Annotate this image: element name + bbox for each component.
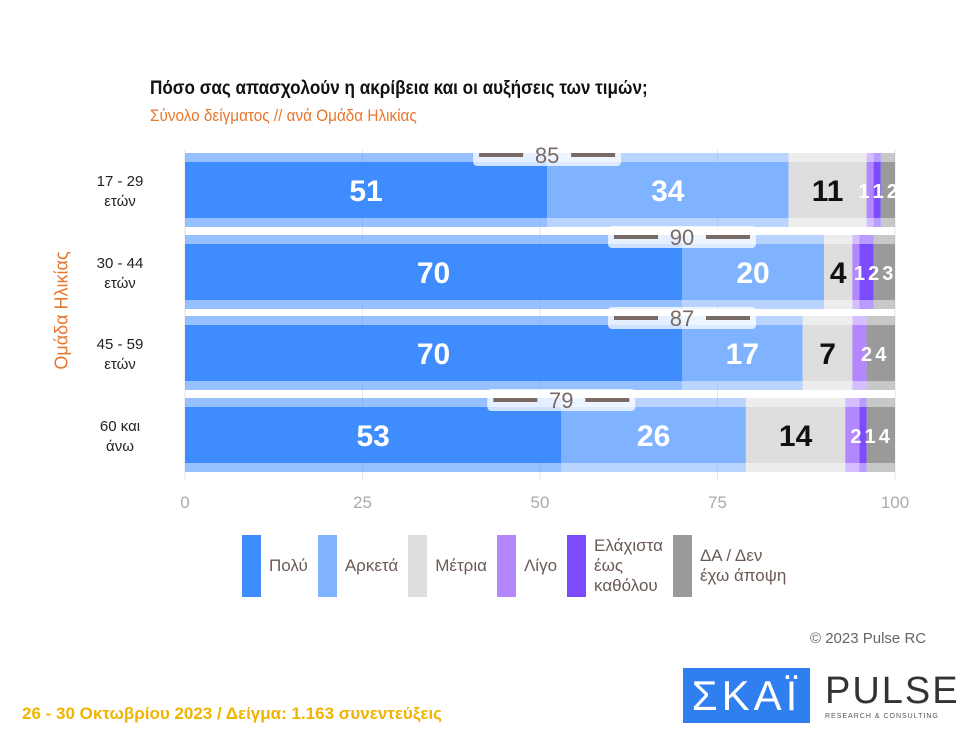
data-label: 70 bbox=[417, 257, 450, 290]
skai-logo: ΣΚΑΪ bbox=[683, 668, 810, 723]
legend-label: Αρκετά bbox=[344, 556, 399, 575]
data-label: 26 bbox=[637, 420, 670, 453]
bar-segment bbox=[824, 244, 853, 300]
bar-segment bbox=[859, 244, 874, 300]
bar-segment bbox=[788, 162, 867, 218]
bar-segment bbox=[873, 244, 895, 300]
legend-item: Πολύ bbox=[242, 535, 308, 597]
total-box bbox=[608, 226, 756, 248]
category-label: ετών bbox=[104, 193, 136, 210]
data-label: 51 bbox=[349, 175, 382, 208]
total-label: 85 bbox=[535, 143, 559, 168]
data-label: 2 bbox=[887, 181, 898, 203]
total-label: 90 bbox=[670, 225, 694, 250]
bar-segment bbox=[866, 407, 895, 463]
x-tick-label: 100 bbox=[881, 493, 909, 512]
data-label: 4 bbox=[830, 257, 847, 290]
category-label: ετών bbox=[104, 275, 136, 292]
legend-item: Λίγο bbox=[496, 535, 558, 597]
data-label: 34 bbox=[651, 175, 685, 208]
data-label: 2 bbox=[868, 263, 879, 285]
pulse-logo: PULSE RESEARCH & CONSULTING bbox=[825, 670, 960, 720]
data-label: 2 bbox=[850, 426, 861, 448]
data-label: 11 bbox=[812, 175, 844, 208]
bar-segment bbox=[185, 325, 682, 381]
copyright: © 2023 Pulse RC bbox=[810, 630, 927, 647]
bar-segment bbox=[185, 244, 682, 300]
data-label: 70 bbox=[417, 338, 450, 371]
legend-label: ΔΑ / Δεν έχω άποψη bbox=[699, 546, 787, 585]
bar-segment bbox=[682, 325, 803, 381]
legend-item: ΔΑ / Δεν έχω άποψη bbox=[672, 535, 787, 597]
bar-segment bbox=[561, 407, 746, 463]
bar-segment bbox=[682, 244, 824, 300]
legend-swatch bbox=[408, 535, 428, 597]
x-tick-label: 50 bbox=[531, 493, 550, 512]
category-label: άνω bbox=[106, 438, 134, 455]
data-label: 3 bbox=[882, 263, 893, 285]
bar-segment bbox=[852, 244, 860, 300]
bar-segment bbox=[802, 325, 853, 381]
legend-swatch bbox=[496, 535, 516, 597]
bar-segment bbox=[745, 407, 846, 463]
category-label: ετών bbox=[104, 356, 136, 373]
data-label: 1 bbox=[858, 181, 869, 203]
data-label: 20 bbox=[736, 257, 769, 290]
data-label: 1 bbox=[865, 426, 876, 448]
bar-segment bbox=[866, 162, 874, 218]
bar-segment bbox=[880, 162, 895, 218]
bar-segment bbox=[185, 162, 548, 218]
data-label: 1 bbox=[873, 181, 884, 203]
data-label: 17 bbox=[726, 338, 759, 371]
legend-label: Μέτρια bbox=[435, 556, 487, 575]
x-tick-label: 0 bbox=[180, 493, 189, 512]
bar-segment bbox=[852, 325, 867, 381]
category-label: 60 και bbox=[100, 418, 140, 435]
data-label: 53 bbox=[356, 420, 389, 453]
bar-segment bbox=[873, 162, 881, 218]
data-label: 4 bbox=[875, 344, 887, 366]
footer-note: 26 - 30 Οκτωβρίου 2023 / Δείγμα: 1.163 σ… bbox=[22, 704, 443, 723]
bar-segment bbox=[547, 162, 789, 218]
total-box bbox=[473, 144, 622, 166]
x-tick-label: 25 bbox=[353, 493, 372, 512]
legend-swatch bbox=[672, 535, 692, 597]
legend-label: Λίγο bbox=[523, 556, 558, 575]
chart-subtitle: Σύνολο δείγματος // ανά Ομάδα Ηλικίας bbox=[150, 106, 417, 125]
total-box bbox=[487, 389, 636, 411]
legend-swatch bbox=[567, 535, 587, 597]
chart-title: Πόσο σας απασχολούν η ακρίβεια και οι αυ… bbox=[150, 78, 648, 99]
x-tick-label: 75 bbox=[708, 493, 727, 512]
legend-item: Μέτρια bbox=[408, 535, 487, 597]
legend-item: Ελάχιστα έως καθόλου bbox=[567, 535, 663, 597]
bar-segment bbox=[845, 407, 860, 463]
category-label: 30 - 44 bbox=[97, 255, 144, 272]
legend-swatch bbox=[242, 535, 261, 597]
total-label: 87 bbox=[670, 306, 694, 331]
total-label: 79 bbox=[549, 388, 573, 413]
legend: Πολύ Αρκετά Μέτρια Λίγο Ελάχιστα έως καθόλου ΔΑ… bbox=[242, 535, 786, 597]
data-label: 14 bbox=[779, 420, 813, 453]
data-label: 2 bbox=[861, 344, 872, 366]
category-label: 45 - 59 bbox=[97, 336, 144, 353]
legend-swatch bbox=[317, 535, 337, 597]
bar-segment bbox=[866, 325, 895, 381]
legend-label: Ελάχιστα έως καθόλου bbox=[594, 536, 663, 595]
legend-item: Αρκετά bbox=[317, 535, 399, 597]
data-label: 7 bbox=[819, 338, 836, 371]
legend-label: Πολύ bbox=[269, 556, 308, 575]
total-box bbox=[608, 307, 756, 329]
bar-segment bbox=[185, 407, 562, 463]
category-label: 17 - 29 bbox=[97, 173, 144, 190]
data-label: 1 bbox=[854, 263, 865, 285]
bar-segment bbox=[859, 407, 867, 463]
data-label: 4 bbox=[879, 426, 891, 448]
